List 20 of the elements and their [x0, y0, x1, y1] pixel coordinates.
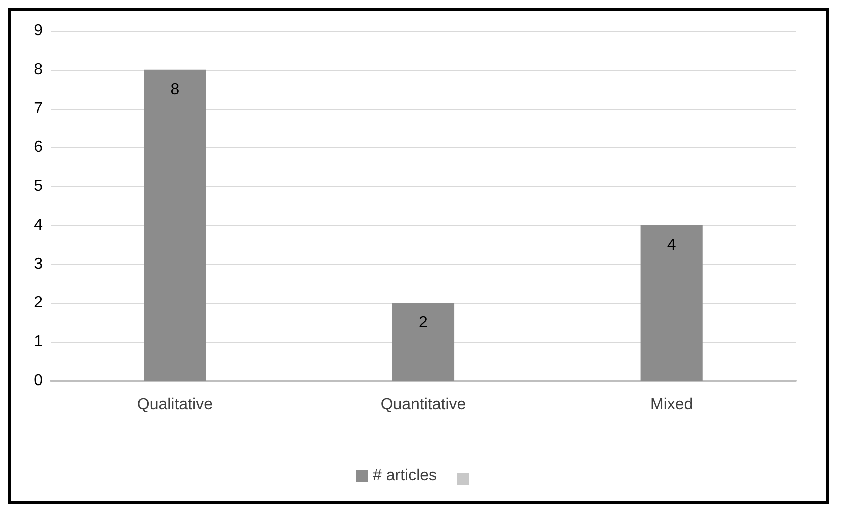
legend-label: # articles — [373, 468, 438, 484]
bar — [392, 303, 455, 381]
y-tick-label: 7 — [34, 100, 44, 118]
y-tick-label: 4 — [34, 216, 44, 234]
data-label: 4 — [667, 236, 676, 254]
x-tick-label: Quantitative — [380, 396, 466, 414]
data-label: 8 — [170, 81, 180, 98]
y-tick-label: 1 — [34, 334, 44, 351]
y-tick-label: 8 — [34, 61, 44, 78]
y-tick-label: 6 — [34, 139, 44, 156]
x-tick-label: Mixed — [650, 396, 694, 414]
x-tick-label: Qualitative — [137, 396, 214, 414]
bar — [144, 70, 206, 381]
data-label: 2 — [419, 314, 428, 332]
y-tick-label: 5 — [34, 178, 44, 196]
y-tick-label: 2 — [34, 294, 44, 312]
y-tick-label: 9 — [34, 22, 44, 40]
bar — [640, 225, 703, 381]
y-tick-label: 3 — [34, 256, 44, 273]
y-tick-label: 0 — [34, 372, 44, 390]
